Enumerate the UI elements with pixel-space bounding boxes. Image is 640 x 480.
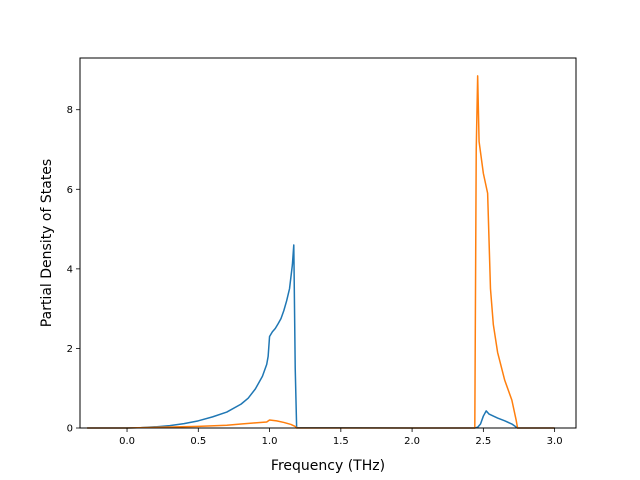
y-tick-label: 8 <box>67 105 73 116</box>
y-tick-label: 2 <box>67 344 73 355</box>
y-tick-label: 4 <box>67 264 73 275</box>
axis-ticks: 0.0 0.5 1.0 1.5 2.0 2.5 3.0 0 2 4 6 8 <box>67 105 563 447</box>
x-tick-label: 2.0 <box>404 436 420 447</box>
x-tick-label: 0.5 <box>190 436 206 447</box>
x-tick-label: 0.0 <box>119 436 135 447</box>
x-tick-label: 3.0 <box>547 436 563 447</box>
axes-frame <box>79 57 577 429</box>
series-line-1 <box>87 244 555 429</box>
y-tick-label: 0 <box>67 424 73 435</box>
y-tick-label: 6 <box>67 185 73 196</box>
x-tick-label: 2.5 <box>475 436 491 447</box>
x-axis-label: Frequency (THz) <box>271 458 385 474</box>
x-tick-label: 1.5 <box>333 436 349 447</box>
y-axis-label: Partial Density of States <box>39 159 55 327</box>
x-tick-label: 1.0 <box>262 436 278 447</box>
